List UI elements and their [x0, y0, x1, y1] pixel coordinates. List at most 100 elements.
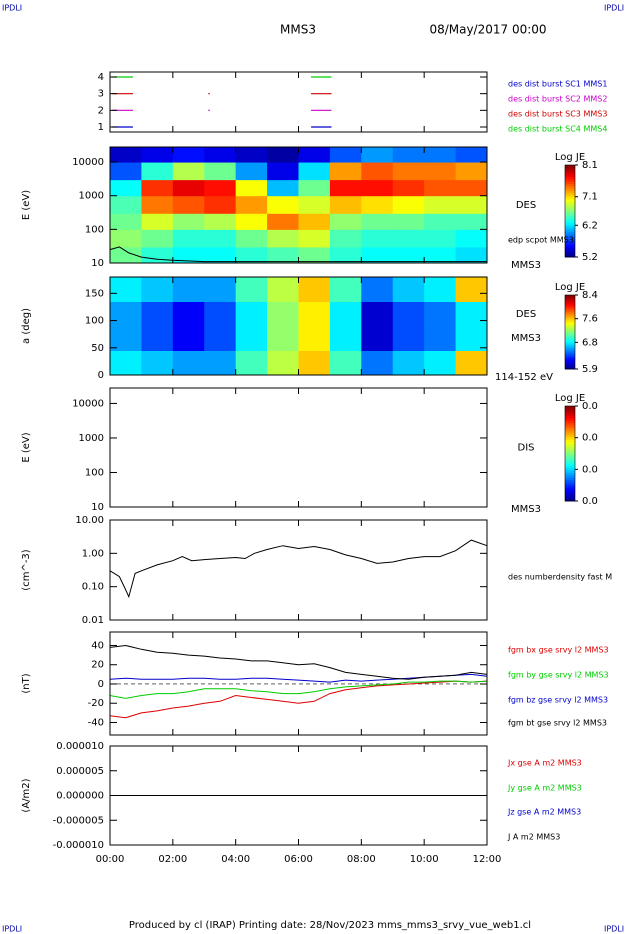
colorbar-step [565, 206, 575, 210]
colorbar-step [565, 178, 575, 182]
colorbar-step [565, 208, 575, 212]
x-tick-label: 02:00 [158, 854, 187, 865]
colorbar-step [565, 250, 575, 253]
spacecraft-label: MMS3 [511, 260, 541, 271]
colorbar-step [565, 183, 575, 187]
heatmap-cell [235, 350, 268, 376]
colorbar-step [565, 420, 575, 424]
heatmap-cell [424, 350, 457, 376]
y-tick-label: 1000 [79, 191, 104, 202]
heatmap-cell [361, 179, 394, 197]
instrument-label: DES [516, 309, 536, 320]
heatmap-cell [172, 246, 205, 264]
heatmap-cell [267, 147, 299, 163]
heatmap-cell [141, 229, 174, 248]
heatmap-cell [235, 229, 268, 248]
colorbar-step [565, 204, 575, 207]
x-tick-label: 12:00 [473, 854, 502, 865]
heatmap-cell [329, 277, 362, 302]
colorbar-step [565, 213, 575, 217]
y-tick-label: -20 [88, 698, 104, 709]
heatmap-cell [141, 213, 174, 230]
series-line [109, 680, 488, 719]
colorbar-step [565, 417, 575, 421]
colorbar-step [565, 491, 575, 495]
heatmap-cell [235, 195, 268, 214]
colorbar-tick-label: 5.9 [582, 364, 598, 375]
colorbar-step [565, 306, 575, 309]
heatmap-cell [361, 301, 394, 327]
heatmap-cell [141, 350, 174, 376]
legend-entry: fgm by gse srvy l2 MMS3 [508, 671, 609, 680]
colorbar-step [565, 307, 575, 311]
heatmap-cell [110, 246, 142, 264]
colorbar-step [565, 181, 575, 184]
y-tick-label: -0.000010 [53, 840, 104, 851]
heatmap-cell [110, 229, 142, 248]
heatmap-cell [392, 246, 425, 264]
colorbar-step [565, 335, 575, 339]
colorbar-step [565, 220, 575, 223]
heatmap-cell [141, 195, 174, 214]
colorbar-tick-label: 6.2 [582, 220, 598, 231]
y-tick-label: 10.00 [75, 515, 104, 526]
heatmap-cell [110, 195, 142, 214]
heatmap-cell [424, 213, 457, 230]
colorbar-step [565, 333, 575, 337]
colorbar-step [565, 227, 575, 230]
heatmap-cell [235, 277, 268, 302]
heatmap-cell [267, 195, 299, 214]
heatmap-cell [204, 229, 237, 248]
heatmap-cell [110, 301, 142, 327]
colorbar-step [565, 344, 575, 348]
colorbar-step [565, 201, 575, 205]
y-tick-label: 100 [85, 467, 104, 478]
colorbar-step [565, 174, 575, 177]
heatmap-cell [298, 326, 331, 351]
heatmap-cell [141, 147, 174, 163]
legend-entry: Jz gse A m2 MMS3 [507, 808, 581, 817]
colorbar-step [565, 224, 575, 228]
heatmap-cell [110, 179, 142, 197]
x-tick-label: 04:00 [221, 854, 250, 865]
heatmap-cell [235, 326, 268, 351]
heatmap-cell [110, 350, 142, 376]
heatmap-cell [267, 301, 299, 327]
colorbar-step [565, 465, 575, 469]
colorbar-step [565, 467, 575, 471]
heatmap-cell [172, 350, 205, 376]
colorbar-step [565, 451, 575, 454]
series-line [109, 680, 488, 699]
heatmap-cell [455, 179, 488, 197]
heatmap-cell [110, 162, 142, 181]
legend-entry: Jy gse A m2 MMS3 [507, 784, 582, 793]
heatmap-cell [141, 301, 174, 327]
heatmap-cell [424, 147, 457, 163]
colorbar-step [565, 415, 575, 419]
y-tick-label: 1 [98, 122, 104, 133]
colorbar-step [565, 359, 575, 363]
panel-frame [109, 387, 488, 508]
y-tick-label: 10000 [72, 398, 104, 409]
heatmap-cell [172, 277, 205, 302]
colorbar-step [565, 304, 575, 307]
colorbar-tick-label: 0.0 [582, 496, 598, 507]
y-tick-label: 10000 [72, 157, 104, 168]
colorbar-step [565, 432, 575, 435]
heatmap-cell [424, 179, 457, 197]
heatmap-cell [329, 179, 362, 197]
heatmap-cell [361, 326, 394, 351]
colorbar-step [565, 484, 575, 488]
heatmap-cell [329, 162, 362, 181]
colorbar-step [565, 441, 575, 445]
heatmap-cell [172, 301, 205, 327]
colorbar-step [565, 194, 575, 198]
x-tick-label: 08:00 [347, 854, 376, 865]
colorbar-step [565, 341, 575, 344]
heatmap-cell [329, 147, 362, 163]
heatmap-cell [424, 326, 457, 351]
heatmap-cell [172, 229, 205, 248]
heatmap-cell [424, 301, 457, 327]
legend-entry: des dist burst SC3 MMS3 [508, 110, 607, 119]
